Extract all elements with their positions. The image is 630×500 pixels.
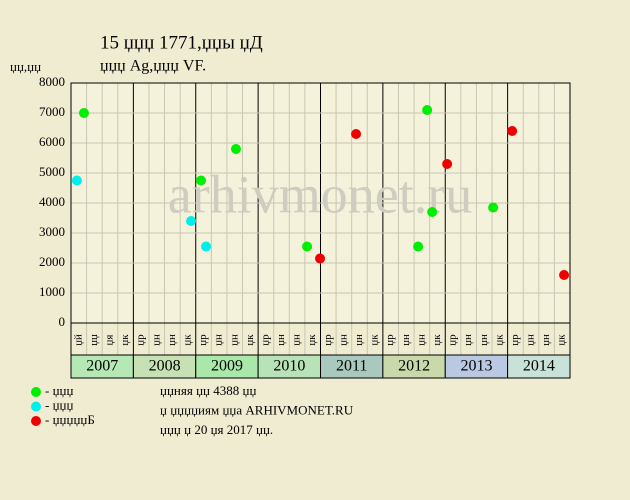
watermark: arhivmonet.ru (168, 164, 472, 224)
x-tick-label: џн (213, 334, 225, 346)
x-tick-label: џр (384, 334, 396, 346)
x-tick-label: џн (415, 334, 427, 346)
x-tick-label: џн (478, 334, 490, 346)
x-tick-label: џџ (88, 334, 100, 346)
chart-title: 15 џџџ 1771,џџы џД (100, 32, 263, 53)
y-tick-label: 1000 (39, 284, 65, 299)
legend-label: - џџџ (45, 397, 73, 412)
year-label: 2011 (336, 358, 367, 375)
x-tick-label: џр (509, 334, 521, 346)
x-tick-label: џн (166, 334, 178, 346)
x-tick-label: џк (369, 334, 381, 346)
year-label: 2009 (211, 358, 243, 375)
x-tick-label: џн (400, 334, 412, 346)
data-point (315, 253, 326, 264)
x-tick-label: џк (431, 334, 443, 346)
year-label: 2007 (86, 358, 118, 375)
data-point (559, 270, 570, 280)
x-tick-label: џк (181, 334, 193, 346)
data-point (186, 216, 197, 226)
data-point (427, 207, 438, 217)
x-tick-label: џя (104, 335, 116, 346)
y-axis-label: џџ,џџ (10, 59, 41, 74)
data-point (302, 241, 313, 252)
x-tick-label: џн (150, 334, 162, 346)
x-tick-label: џн (291, 334, 303, 346)
x-tick-label: џн (540, 334, 552, 346)
year-label: 2012 (398, 358, 430, 375)
y-tick-label: 6000 (39, 134, 65, 149)
x-tick-label: џн (462, 334, 474, 346)
x-tick-label: џк (119, 334, 131, 346)
note: џџняя џџ 4388 џџ (160, 383, 256, 398)
year-label: 2013 (460, 358, 492, 375)
data-point (71, 175, 82, 186)
x-tick-label: џн (353, 334, 365, 346)
x-tick-label: џр (259, 334, 271, 346)
note: џ џџџџиям џџа ARHIVMONET.RU (160, 402, 354, 417)
y-tick-label: 2000 (39, 254, 65, 269)
data-point (422, 105, 433, 115)
legend-label: - џџџџџБ (45, 412, 95, 427)
data-point (196, 175, 207, 186)
x-tick-label: џр (447, 334, 459, 346)
x-tick-label: џн (337, 334, 349, 346)
x-tick-label: џр (135, 334, 147, 346)
year-label: 2014 (523, 358, 555, 375)
data-point (201, 241, 212, 252)
legend-label: - џџџ (45, 383, 73, 398)
year-label: 2010 (273, 358, 305, 375)
data-point (78, 108, 89, 118)
y-tick-label: 8000 (39, 74, 65, 89)
x-tick-label: џк (556, 334, 568, 346)
chart-subtitle: џџџ Ag,џџџ VF. (100, 58, 206, 75)
x-tick-label: џк (306, 334, 318, 346)
y-tick-label: 0 (59, 314, 66, 329)
legend-marker (31, 416, 41, 426)
y-tick-label: 5000 (39, 164, 65, 179)
legend-marker (31, 387, 41, 397)
data-point (442, 159, 453, 169)
x-tick-label: џн (525, 334, 537, 346)
x-tick-label: џй (72, 334, 84, 346)
year-label: 2008 (149, 358, 181, 375)
data-point (230, 144, 241, 154)
x-tick-label: џк (244, 334, 256, 346)
x-tick-label: џн (228, 334, 240, 346)
y-tick-label: 4000 (39, 194, 65, 209)
x-tick-label: џр (322, 334, 334, 346)
data-point (413, 241, 424, 252)
note: џџџ џ 20 џя 2017 џџ. (160, 422, 273, 437)
plot-border (70, 82, 571, 324)
data-point (351, 129, 362, 139)
x-tick-label: џр (197, 334, 209, 346)
data-point (488, 202, 499, 213)
y-tick-label: 7000 (39, 104, 65, 119)
x-tick-label: џк (493, 334, 505, 346)
data-point (507, 126, 518, 136)
legend-marker (31, 401, 41, 412)
year-band (507, 354, 571, 379)
x-tick-label: џн (275, 334, 287, 346)
y-tick-label: 3000 (39, 224, 65, 239)
